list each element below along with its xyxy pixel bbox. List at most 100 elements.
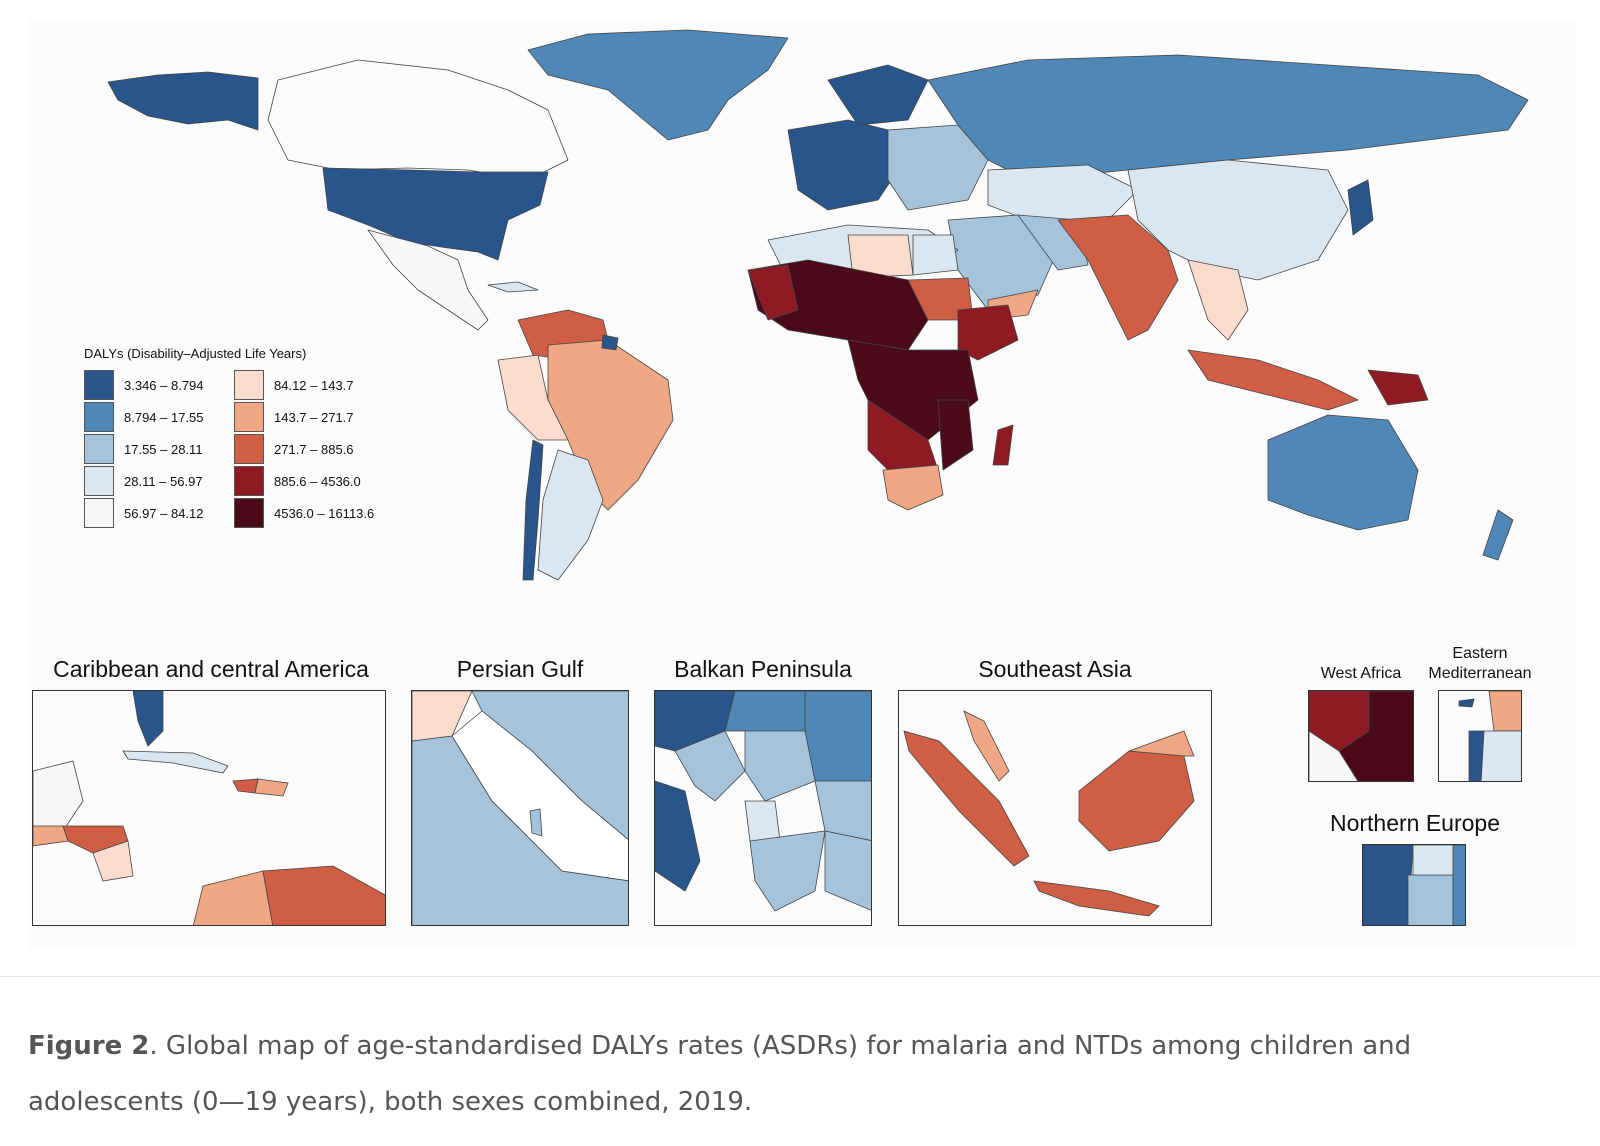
- legend-item: 3.346 – 8.794: [84, 369, 234, 401]
- inset-caribbean: [32, 690, 386, 926]
- region-china: [1127, 159, 1349, 281]
- region-scandinavia: [827, 64, 929, 126]
- inset-gulf-map: [412, 691, 628, 925]
- region-italy: [655, 780, 701, 892]
- legend-swatch: [84, 498, 114, 528]
- legend-swatch: [234, 370, 264, 400]
- region-ethiopia-horn: [957, 304, 1019, 361]
- map-panel: DALYs (Disability–Adjusted Life Years) 3…: [28, 20, 1576, 948]
- region-australia: [1267, 414, 1419, 531]
- region-ne-central: [1407, 874, 1454, 925]
- legend-item: 28.11 – 56.97: [84, 465, 234, 497]
- legend-item: 84.12 – 143.7: [234, 369, 384, 401]
- legend-label: 885.6 – 4536.0: [274, 473, 361, 489]
- inset-northern-europe: [1362, 844, 1466, 926]
- region-central-asia: [987, 164, 1139, 221]
- region-western-europe: [787, 119, 899, 211]
- region-borneo: [1078, 750, 1195, 852]
- legend-swatch: [234, 434, 264, 464]
- region-mexico: [367, 229, 489, 331]
- legend-label: 3.346 – 8.794: [124, 377, 204, 393]
- region-bulgaria: [814, 780, 871, 841]
- legend-swatch: [84, 370, 114, 400]
- region-sumatra: [903, 730, 1030, 867]
- region-mozambique: [937, 399, 974, 471]
- legend-item: 56.97 – 84.12: [84, 497, 234, 529]
- legend-label: 28.11 – 56.97: [124, 473, 203, 489]
- region-west-africa: [747, 259, 929, 351]
- region-qatar: [529, 808, 543, 837]
- region-venezuela-inset: [262, 865, 385, 925]
- inset-title-eastern-med-line2: Mediterranean: [1428, 665, 1532, 682]
- inset-west-africa: [1308, 690, 1414, 782]
- region-peru: [497, 354, 569, 441]
- legend-item: 8.794 – 17.55: [84, 401, 234, 433]
- region-gulf-water: [451, 710, 628, 882]
- region-lebanon-syria: [1488, 691, 1521, 732]
- legend-label: 17.55 – 28.11: [124, 441, 203, 457]
- legend-title: DALYs (Disability–Adjusted Life Years): [84, 346, 307, 361]
- region-wa-3: [1309, 730, 1359, 781]
- legend-label: 143.7 – 271.7: [274, 409, 354, 425]
- region-guatemala: [33, 825, 69, 847]
- region-colombia-inset: [193, 870, 274, 925]
- region-nicaragua: [92, 840, 134, 882]
- inset-title-balkan: Balkan Peninsula: [674, 656, 852, 682]
- legend-label: 8.794 – 17.55: [124, 409, 204, 425]
- region-romania: [804, 691, 871, 782]
- legend-item: 17.55 – 28.11: [84, 433, 234, 465]
- region-west-africa-coast: [747, 264, 799, 321]
- region-java: [1033, 880, 1160, 917]
- inset-seasia: [898, 690, 1212, 926]
- inset-balkan-map: [655, 691, 871, 912]
- region-turkey: [824, 830, 871, 911]
- region-cuba: [487, 281, 539, 293]
- legend-swatch: [234, 402, 264, 432]
- region-chile: [522, 439, 544, 581]
- legend-item: 143.7 – 271.7: [234, 401, 384, 433]
- legend-label: 4536.0 – 16113.6: [274, 505, 375, 521]
- inset-eastern-med: [1438, 690, 1522, 782]
- region-mexico-inset: [33, 760, 84, 832]
- legend-label: 56.97 – 84.12: [124, 505, 204, 521]
- region-haiti: [232, 778, 259, 794]
- inset-title-gulf: Persian Gulf: [456, 656, 584, 682]
- region-cuba-inset: [122, 750, 229, 774]
- region-sabah: [1128, 730, 1195, 757]
- world-map: [107, 29, 1529, 581]
- inset-title-eastern-med: Eastern Mediterranean: [1420, 644, 1540, 684]
- region-madagascar: [992, 424, 1014, 466]
- region-ne-north: [1412, 845, 1454, 876]
- region-israel: [1468, 730, 1485, 781]
- region-serbia: [744, 730, 816, 802]
- inset-west-africa-map: [1309, 691, 1413, 781]
- region-argentina: [537, 449, 604, 581]
- region-ne-west: [1363, 845, 1414, 925]
- region-alaska: [107, 71, 259, 131]
- inset-caribbean-map: [33, 691, 385, 925]
- legend-swatch: [234, 466, 264, 496]
- region-southeast-asia: [1187, 259, 1249, 341]
- region-hungary: [724, 691, 816, 732]
- region-png: [1367, 369, 1429, 406]
- inset-balkan: [654, 690, 872, 926]
- inset-title-northern-europe: Northern Europe: [1329, 810, 1501, 836]
- inset-title-caribbean: Caribbean and central America: [53, 656, 369, 682]
- legend-grid: 3.346 – 8.794 8.794 – 17.55 17.55 – 28.1…: [84, 369, 424, 529]
- inset-title-seasia: Southeast Asia: [978, 656, 1132, 682]
- region-egypt: [912, 234, 959, 276]
- region-south-asia: [1057, 214, 1179, 341]
- region-malaysia: [963, 710, 1010, 782]
- region-usa: [322, 167, 549, 261]
- legend-item: 4536.0 – 16113.6: [234, 497, 384, 529]
- legend-label: 84.12 – 143.7: [274, 377, 354, 393]
- region-indonesia: [1187, 349, 1359, 411]
- region-greenland: [527, 29, 789, 141]
- region-new-zealand: [1482, 509, 1514, 561]
- region-cyprus: [1458, 698, 1475, 708]
- region-florida: [132, 691, 164, 747]
- inset-title-west-africa: West Africa: [1320, 665, 1402, 682]
- legend-item: 885.6 – 4536.0: [234, 465, 384, 497]
- inset-northern-europe-map: [1363, 845, 1465, 925]
- region-ne-east: [1452, 845, 1465, 925]
